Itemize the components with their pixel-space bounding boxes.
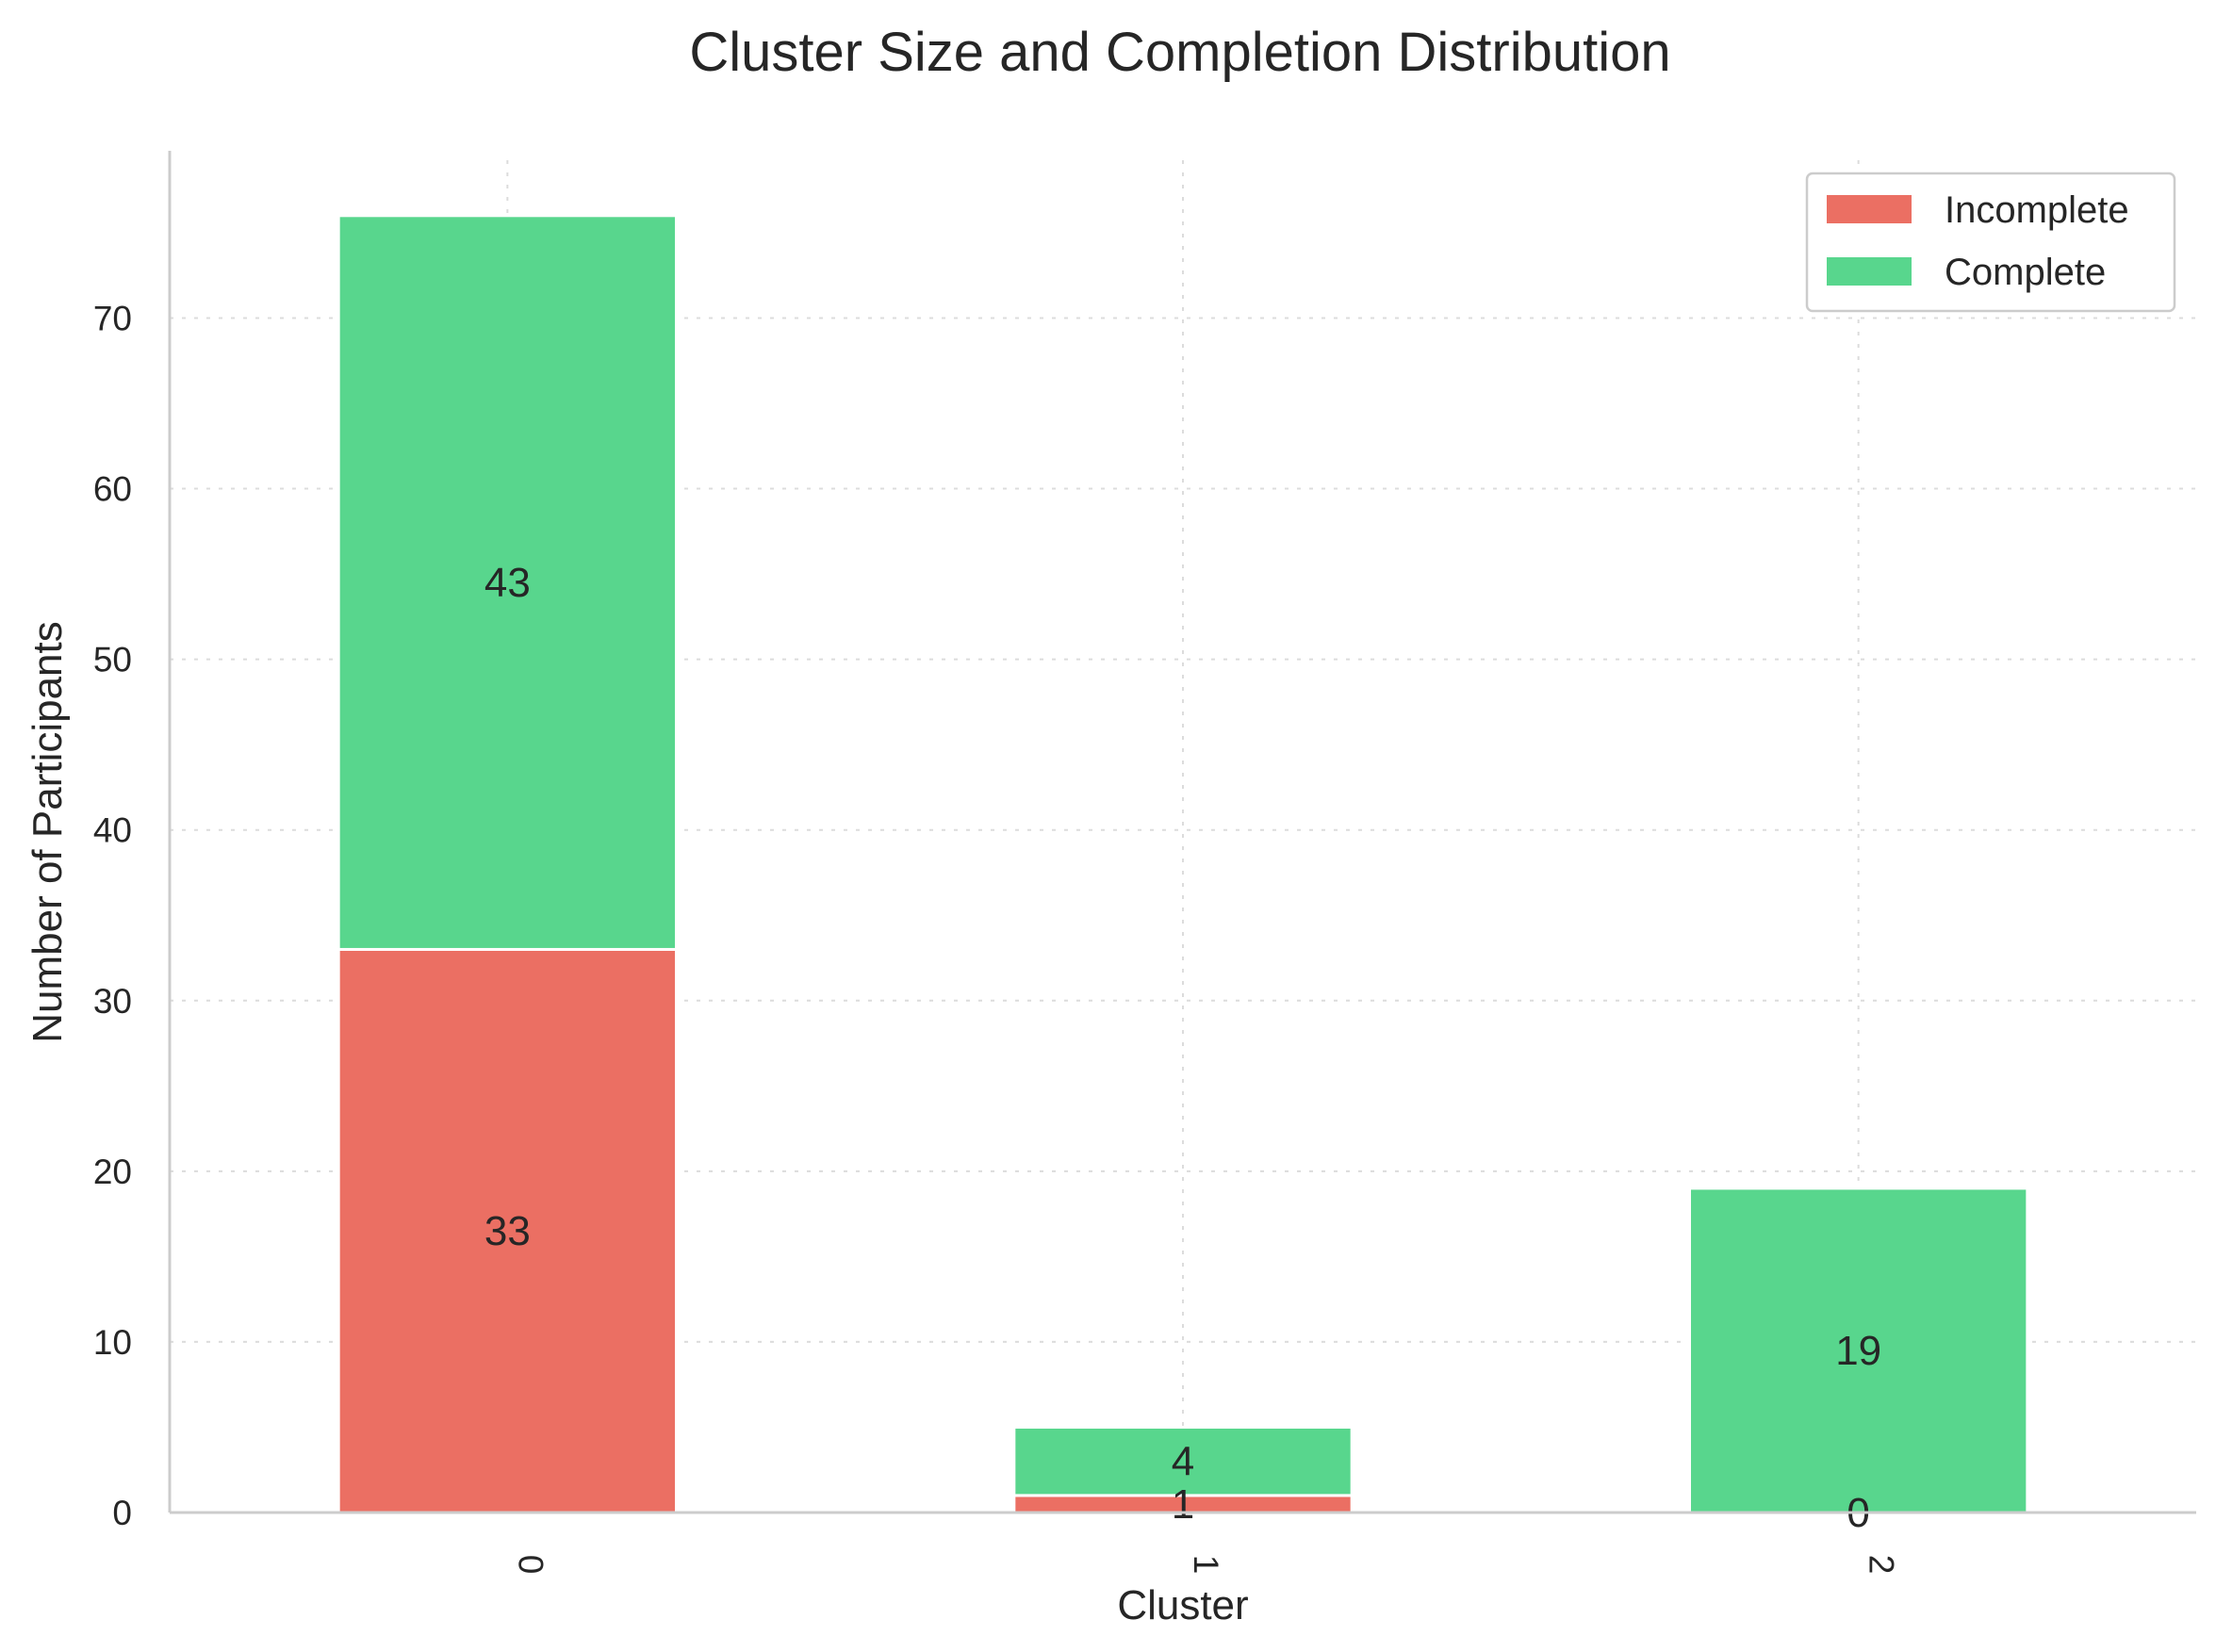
bar-complete-cluster-2 (1688, 1186, 2029, 1514)
axes (168, 151, 2196, 1514)
data-label-incomplete-cluster-0: 33 (484, 1208, 531, 1254)
y-tick-label: 30 (93, 982, 132, 1021)
x-tick-label: 1 (1187, 1555, 1225, 1575)
bars (337, 214, 2029, 1514)
data-label-complete-cluster-1: 4 (1172, 1439, 1194, 1485)
legend: Incomplete Complete (1805, 172, 2176, 313)
x-tick-label: 0 (511, 1555, 550, 1575)
chart-title: Cluster Size and Completion Distribution (689, 22, 1670, 83)
legend-swatch-complete (1827, 257, 1912, 286)
legend-label-incomplete: Incomplete (1945, 189, 2129, 231)
y-tick-label: 70 (93, 299, 132, 337)
y-tick-label: 40 (93, 811, 132, 850)
y-tick-label: 50 (93, 641, 132, 679)
y-tick-label: 20 (93, 1153, 132, 1191)
y-tick-labels: 0 10 20 30 40 50 60 70 (93, 299, 132, 1532)
x-axis-label: Cluster (1117, 1582, 1248, 1628)
data-label-complete-cluster-2: 19 (1835, 1328, 1881, 1374)
y-tick-label: 10 (93, 1323, 132, 1362)
data-label-incomplete-cluster-1: 1 (1172, 1481, 1194, 1528)
bar-complete-cluster-0 (337, 214, 678, 951)
x-tick-labels: 0 1 2 (511, 1555, 1900, 1575)
data-label-complete-cluster-0: 43 (484, 560, 531, 606)
y-tick-label: 0 (112, 1494, 132, 1532)
bar-complete-cluster-1 (1012, 1425, 1354, 1497)
legend-label-complete: Complete (1945, 252, 2106, 293)
y-axis-label: Number of Participants (25, 621, 71, 1043)
y-tick-label: 60 (93, 470, 132, 509)
legend-swatch-incomplete (1827, 195, 1912, 223)
x-tick-label: 2 (1863, 1555, 1901, 1575)
